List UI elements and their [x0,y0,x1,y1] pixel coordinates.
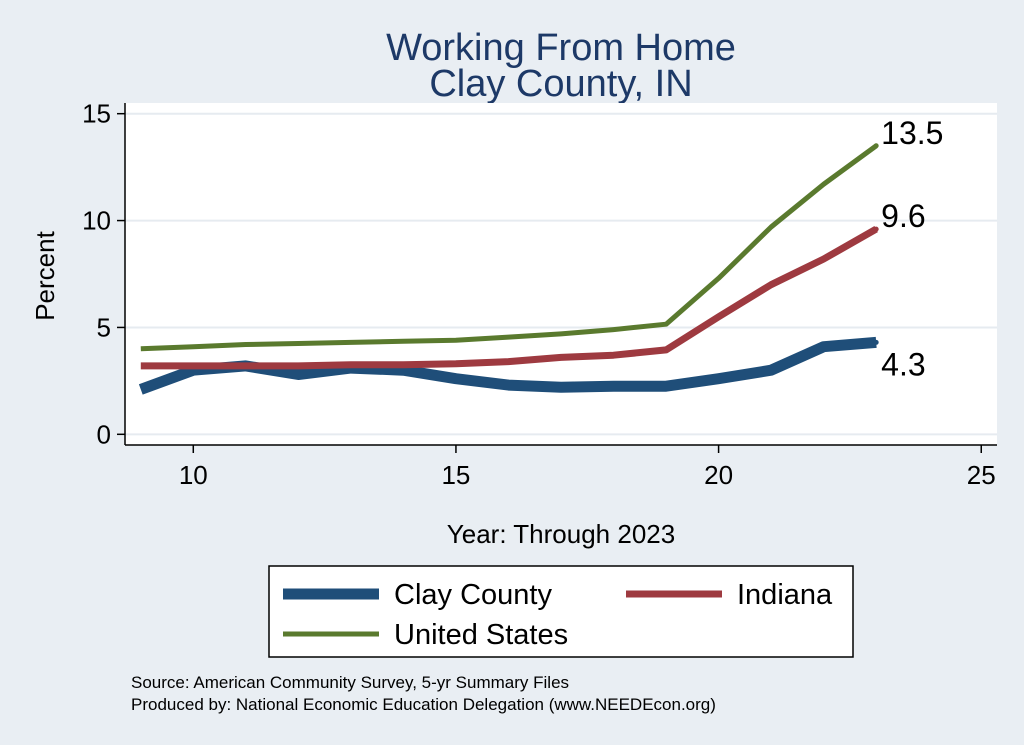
end-point-marker [873,339,879,345]
chart-subtitle: Clay County, IN [429,63,692,105]
legend-label: United States [394,619,568,651]
series-lines [138,143,878,395]
legend-label: Clay County [394,579,552,611]
legend-items: Clay County Indiana United States [283,579,833,651]
chart-title: Working From Home [386,27,736,69]
y-tick-label: 15 [82,99,111,129]
end-point-marker [873,226,879,232]
gridlines [125,112,997,436]
legend-box [268,565,854,658]
x-tick-label: 10 [179,460,208,490]
x-tick-label: 20 [704,460,733,490]
legend-label: Indiana [737,579,833,611]
x-tick-label: 25 [967,460,996,490]
axes: 0 5 10 15 10 15 20 25 [82,99,997,490]
x-axis-title: Year: Through 2023 [447,519,675,549]
end-labels: 4.3 9.6 13.5 [873,115,943,382]
series-line-united-states [140,143,878,352]
end-value-label: 13.5 [881,115,943,151]
series-line-indiana [140,226,878,370]
y-tick-label: 5 [97,312,111,342]
y-tick-label: 10 [82,206,111,236]
x-tick-label: 15 [441,460,470,490]
end-value-label: 9.6 [881,198,925,234]
end-value-label: 4.3 [881,346,925,382]
source-note: Source: American Community Survey, 5-yr … [131,673,569,692]
y-axis-title: Percent [30,230,60,320]
producer-note: Produced by: National Economic Education… [131,695,716,714]
y-tick-label: 0 [97,419,111,449]
legend: Clay County Indiana United States [268,565,854,658]
end-point-marker [873,143,879,149]
